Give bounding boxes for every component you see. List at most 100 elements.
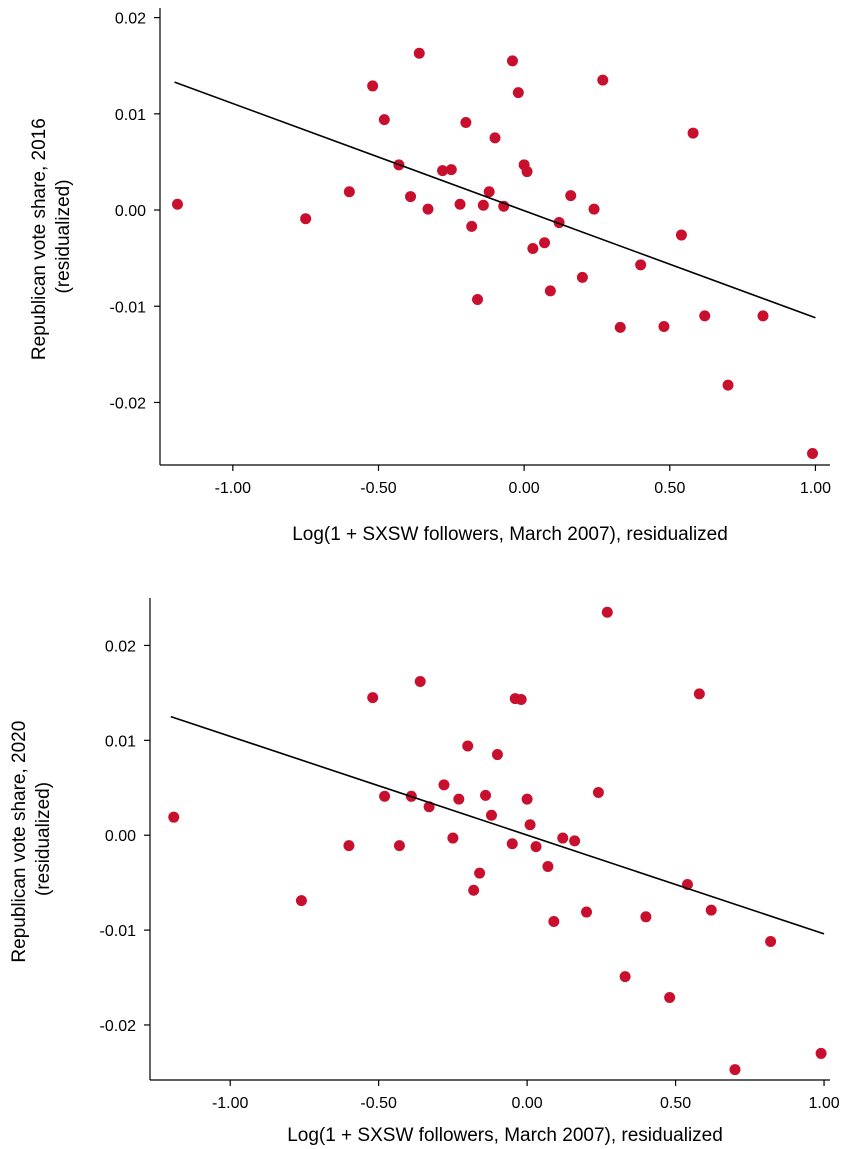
data-point [438,779,450,791]
data-point [521,793,533,805]
data-point [343,186,355,198]
data-point [581,906,593,918]
data-point [664,991,676,1003]
data-point [413,47,425,59]
data-point [506,838,518,850]
data-point [699,310,711,322]
data-points [171,47,819,459]
data-point [687,127,699,139]
data-point [454,198,466,210]
data-point [422,203,434,215]
y-axis-title-line1: Republican vote share, 2020 [9,721,30,963]
y-axis-title: Republican vote share, 2016 (residualize… [29,113,74,360]
y-tick-label: 0.02 [105,638,136,655]
data-point [405,191,417,203]
chart-2020: -1.00 -0.50 0.00 0.50 1.00 0.02 0.01 0.00 -0.01… [9,598,840,1146]
data-point [474,867,486,879]
data-point [393,840,405,852]
data-point [453,793,465,805]
data-point [548,916,560,928]
x-tick-label: -0.50 [360,480,397,497]
data-point [569,835,581,847]
data-point [521,166,533,178]
data-point [588,203,600,215]
data-point [576,271,588,283]
y-axis-title-line2: (residualized) [33,782,54,896]
x-tick-label: -0.50 [360,1095,397,1112]
data-point [483,186,495,198]
data-point [367,80,379,92]
data-point [437,165,449,177]
data-point [472,294,484,306]
y-tick-label: 0.00 [115,203,146,220]
data-point [168,811,180,823]
y-axis-title-line2: (residualized) [53,179,74,293]
data-point [705,904,717,916]
data-point [343,840,355,852]
data-point [729,1064,741,1076]
data-point [466,220,478,232]
data-point [512,87,524,99]
data-point [462,740,474,752]
data-point [815,1047,827,1059]
data-point [491,749,503,761]
x-tick-label: -1.00 [212,1095,249,1112]
x-ticks: -1.00 -0.50 0.00 0.50 1.00 [212,1080,840,1112]
y-ticks: 0.02 0.01 0.00 -0.01 -0.02 [110,11,160,412]
data-point [807,447,819,459]
data-point [477,199,489,211]
x-tick-label: 0.50 [660,1095,691,1112]
x-axis-title: Log(1 + SXSW followers, March 2007), res… [292,524,728,545]
data-point [367,692,379,704]
chart-2016: -1.00 -0.50 0.00 0.50 1.00 0.02 0.01 0.00 -0.01… [29,8,831,545]
data-point [640,911,652,923]
data-point [445,164,457,176]
data-point [635,259,647,271]
x-ticks: -1.00 -0.50 0.00 0.50 1.00 [215,465,831,497]
y-axis-title: Republican vote share, 2020 (residualize… [9,715,54,962]
y-tick-label: -0.01 [100,923,137,940]
data-point [506,55,518,67]
data-point [539,237,551,249]
data-point [619,971,631,983]
data-point [295,895,307,907]
data-point [542,861,554,873]
y-tick-label: -0.02 [100,1018,137,1035]
data-point [722,379,734,391]
data-point [460,116,472,128]
y-tick-label: 0.01 [115,107,146,124]
data-point [379,790,391,802]
data-point [378,114,390,126]
data-point [557,832,569,844]
data-point [527,243,539,255]
data-point [489,132,501,144]
data-point [614,321,626,333]
data-point [765,935,777,947]
data-point [658,320,670,332]
y-tick-label: 0.02 [115,11,146,28]
data-point [601,606,613,618]
data-point [544,285,556,297]
data-point [480,789,492,801]
data-point [565,190,577,202]
x-tick-label: 0.50 [654,480,685,497]
x-tick-label: 0.00 [509,480,540,497]
data-point [592,787,604,799]
data-point [757,310,769,322]
x-tick-label: -1.00 [215,480,252,497]
y-tick-label: 0.01 [105,733,136,750]
x-tick-label: 0.00 [512,1095,543,1112]
y-tick-label: 0.00 [105,828,136,845]
y-ticks: 0.02 0.01 0.00 -0.01 -0.02 [100,638,150,1035]
data-point [597,74,609,86]
x-tick-label: 1.00 [808,1095,839,1112]
data-point [675,229,687,241]
data-point [171,198,183,210]
data-point [693,688,705,700]
y-tick-label: -0.01 [110,299,147,316]
fit-line [170,715,825,935]
data-point [524,819,536,831]
data-point [515,694,527,706]
fit-line [174,81,816,319]
